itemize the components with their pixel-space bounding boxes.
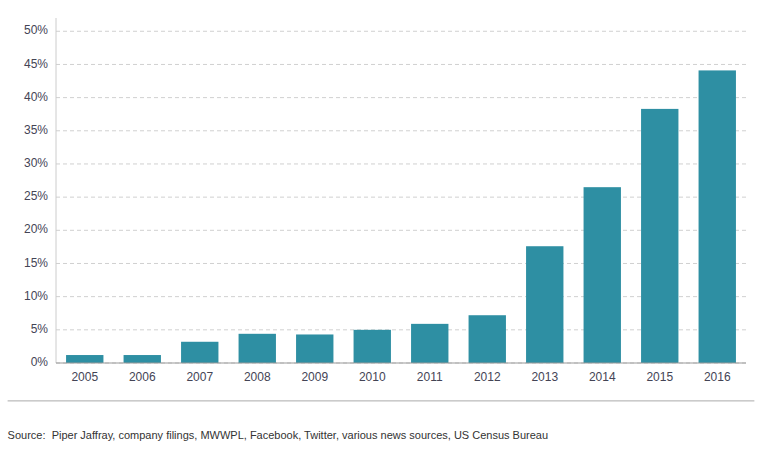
bar	[296, 334, 333, 363]
y-tick-label: 15%	[24, 256, 48, 270]
x-tick-label: 2014	[589, 370, 616, 384]
x-tick-label: 2011	[417, 370, 443, 384]
x-tick-label: 2012	[474, 370, 501, 384]
y-axis-line	[56, 18, 57, 363]
x-tick-label: 2008	[244, 370, 271, 384]
bar	[124, 355, 161, 363]
grid-line	[56, 64, 746, 65]
x-tick-label: 2015	[646, 370, 673, 384]
chart: 0% 5% 10% 15% 20% 25% 30% 35% 40% 45% 50% 2005 2006 2…	[0, 0, 762, 453]
grid-line	[56, 31, 746, 32]
bar	[641, 109, 678, 363]
y-tick-label: 20%	[24, 222, 48, 236]
grid-line	[56, 97, 746, 98]
x-tick-label: 2009	[301, 370, 328, 384]
y-tick-label: 50%	[24, 23, 48, 37]
bar	[354, 330, 391, 363]
y-tick-label: 5%	[31, 322, 49, 336]
x-tick-label: 2005	[71, 370, 98, 384]
bar	[181, 342, 218, 363]
y-tick-label: 0%	[31, 355, 49, 369]
source-note: Source: Piper Jaffray, company filings, …	[8, 429, 548, 441]
bars	[66, 70, 736, 363]
bar	[66, 355, 103, 363]
y-tick-label: 25%	[24, 189, 48, 203]
y-tick-label: 40%	[24, 90, 48, 104]
bar	[526, 246, 563, 363]
y-tick-label: 45%	[24, 57, 48, 71]
x-tick-label: 2016	[704, 370, 731, 384]
grid	[56, 31, 746, 363]
x-tick-label: 2013	[531, 370, 558, 384]
bar	[584, 187, 621, 363]
bar	[411, 324, 448, 363]
bar	[469, 315, 506, 363]
y-tick-label: 30%	[24, 156, 48, 170]
x-axis-line	[56, 363, 746, 364]
x-tick-label: 2006	[129, 370, 156, 384]
grid-line	[56, 363, 746, 364]
separator	[8, 400, 755, 401]
bar	[239, 334, 276, 363]
y-tick-label: 35%	[24, 123, 48, 137]
x-tick-label: 2007	[186, 370, 213, 384]
x-tick-label: 2010	[359, 370, 386, 384]
y-tick-label: 10%	[24, 289, 48, 303]
bar	[699, 70, 736, 363]
